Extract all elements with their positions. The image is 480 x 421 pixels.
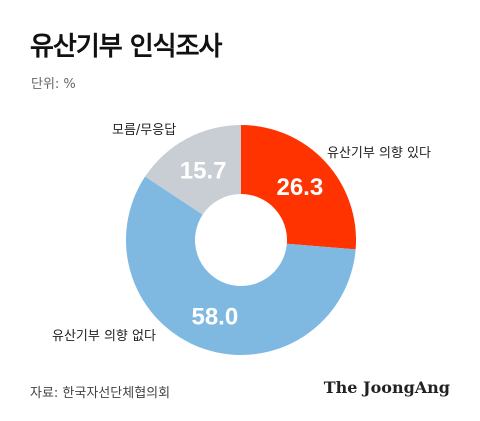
category-label-yes: 유산기부 의향 있다 (327, 146, 431, 161)
source-label: 자료: 한국자선단체협의회 (30, 386, 171, 401)
slice-no (125, 176, 356, 356)
category-label-unknown: 모름/무응답 (112, 123, 176, 138)
unit-label: 단위: % (31, 77, 76, 92)
chart-title: 유산기부 인식조사 (30, 32, 222, 62)
slice-yes (241, 125, 356, 250)
value-label-yes: 26.3 (276, 174, 323, 201)
category-label-no: 유산기부 의향 없다 (52, 329, 156, 344)
value-label-unknown: 15.7 (180, 158, 227, 185)
slice-unknown (145, 125, 241, 215)
value-label-no: 58.0 (191, 304, 238, 331)
brand-logo: The JoongAng (323, 378, 450, 397)
